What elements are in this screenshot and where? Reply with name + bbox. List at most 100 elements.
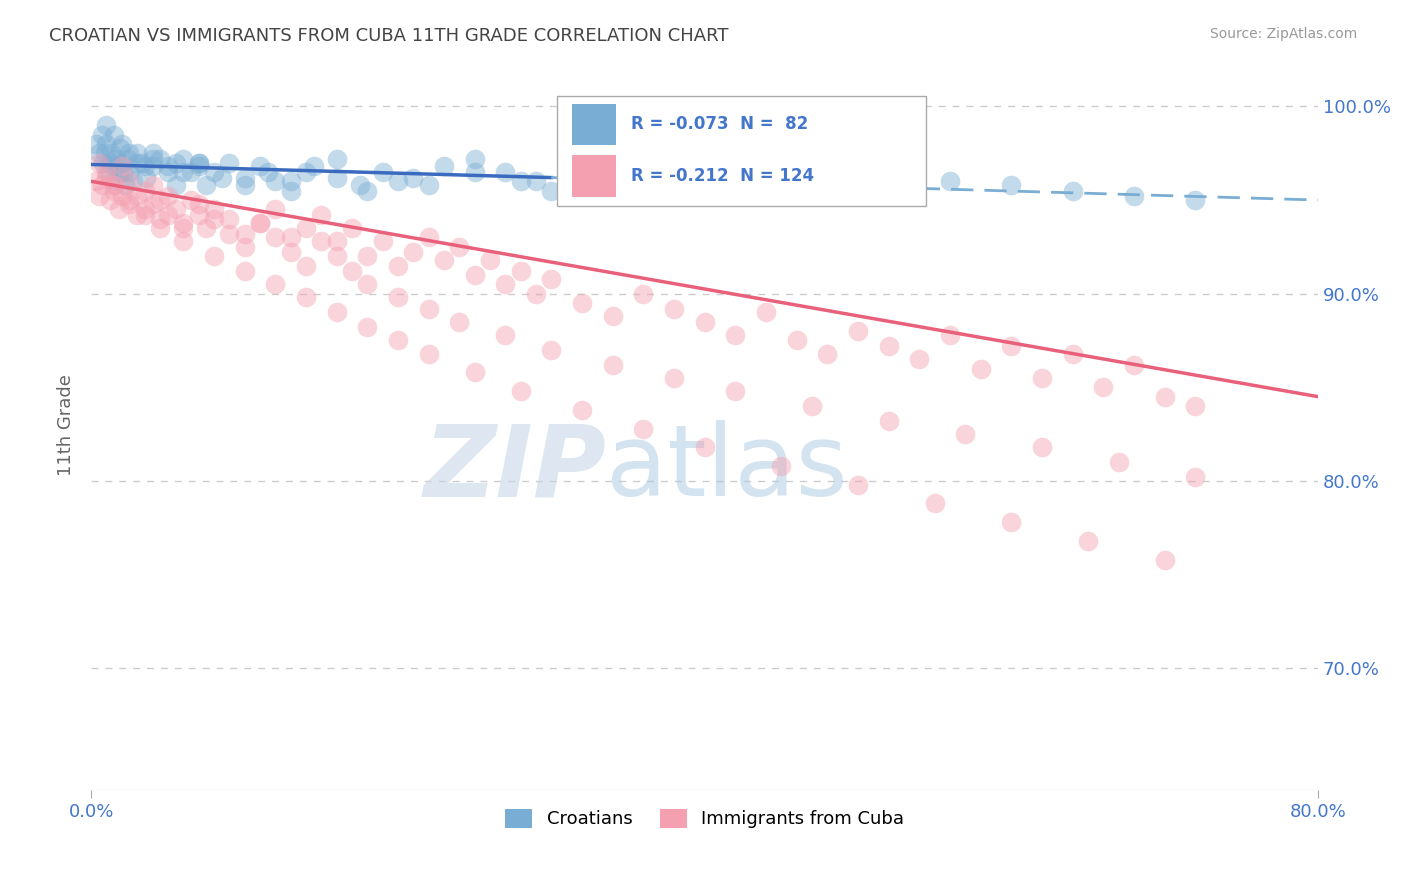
Point [96, 165, 118, 179]
Point [103, 178, 125, 192]
Point [815, 346, 838, 360]
Point [103, 178, 125, 192]
Point [118, 165, 141, 179]
Text: ZIP: ZIP [423, 420, 606, 517]
Point [96, 118, 118, 132]
Point [149, 193, 172, 207]
Point [134, 208, 156, 222]
Point [586, 178, 609, 192]
Point [770, 458, 793, 473]
Point [114, 178, 136, 192]
Point [264, 277, 287, 292]
Point [939, 174, 962, 188]
Point [371, 165, 394, 179]
Point [571, 296, 593, 310]
Point [724, 327, 747, 342]
Point [540, 343, 562, 357]
Point [846, 324, 869, 338]
Point [104, 152, 127, 166]
Point [325, 234, 347, 248]
Point [309, 208, 332, 222]
Point [180, 193, 202, 207]
Point [755, 174, 778, 188]
Point [387, 259, 409, 273]
Point [509, 264, 531, 278]
Point [356, 184, 378, 198]
Point [149, 211, 172, 226]
Point [187, 155, 209, 169]
Point [449, 240, 471, 254]
Point [1031, 440, 1053, 454]
Point [418, 346, 440, 360]
Point [387, 174, 409, 188]
Point [87, 189, 110, 203]
Point [509, 174, 531, 188]
Point [494, 277, 516, 292]
Point [103, 159, 125, 173]
Point [970, 361, 993, 376]
Point [524, 174, 547, 188]
Point [402, 245, 425, 260]
Point [249, 215, 271, 229]
Point [325, 170, 347, 185]
Point [371, 234, 394, 248]
Point [134, 202, 156, 217]
Point [356, 277, 378, 292]
Point [111, 159, 134, 173]
Point [1062, 346, 1084, 360]
Point [602, 309, 624, 323]
Point [387, 290, 409, 304]
Point [325, 305, 347, 319]
Point [418, 178, 440, 192]
Point [98, 193, 121, 207]
Point [233, 264, 256, 278]
Point [180, 165, 202, 179]
Point [418, 301, 440, 316]
Point [464, 152, 486, 166]
Point [295, 259, 318, 273]
Point [112, 165, 135, 179]
Point [97, 165, 120, 179]
Point [211, 170, 233, 185]
Point [233, 178, 256, 192]
Point [693, 315, 716, 329]
Point [187, 196, 209, 211]
Point [135, 170, 157, 185]
Point [786, 334, 808, 348]
Point [202, 202, 225, 217]
Point [540, 271, 562, 285]
Point [264, 230, 287, 244]
Point [233, 240, 256, 254]
Point [464, 165, 486, 179]
Point [494, 165, 516, 179]
Point [724, 384, 747, 398]
Point [172, 221, 194, 235]
Text: CROATIAN VS IMMIGRANTS FROM CUBA 11TH GRADE CORRELATION CHART: CROATIAN VS IMMIGRANTS FROM CUBA 11TH GR… [49, 27, 728, 45]
Point [127, 146, 149, 161]
Point [1031, 371, 1053, 385]
Point [107, 165, 129, 179]
Point [464, 268, 486, 282]
Point [1000, 515, 1022, 529]
Point [478, 252, 501, 267]
Point [107, 202, 129, 217]
Point [202, 249, 225, 263]
Point [141, 159, 163, 173]
Point [295, 221, 318, 235]
Point [571, 402, 593, 417]
Point [103, 128, 125, 142]
Point [117, 152, 139, 166]
Point [340, 221, 363, 235]
Point [156, 189, 179, 203]
Point [195, 178, 218, 192]
Point [633, 170, 655, 185]
Point [1092, 380, 1115, 394]
Point [1123, 358, 1146, 372]
Point [93, 155, 115, 169]
Point [90, 128, 112, 142]
Point [90, 178, 112, 192]
Point [540, 184, 562, 198]
Point [118, 193, 141, 207]
Point [172, 152, 194, 166]
Point [433, 159, 456, 173]
